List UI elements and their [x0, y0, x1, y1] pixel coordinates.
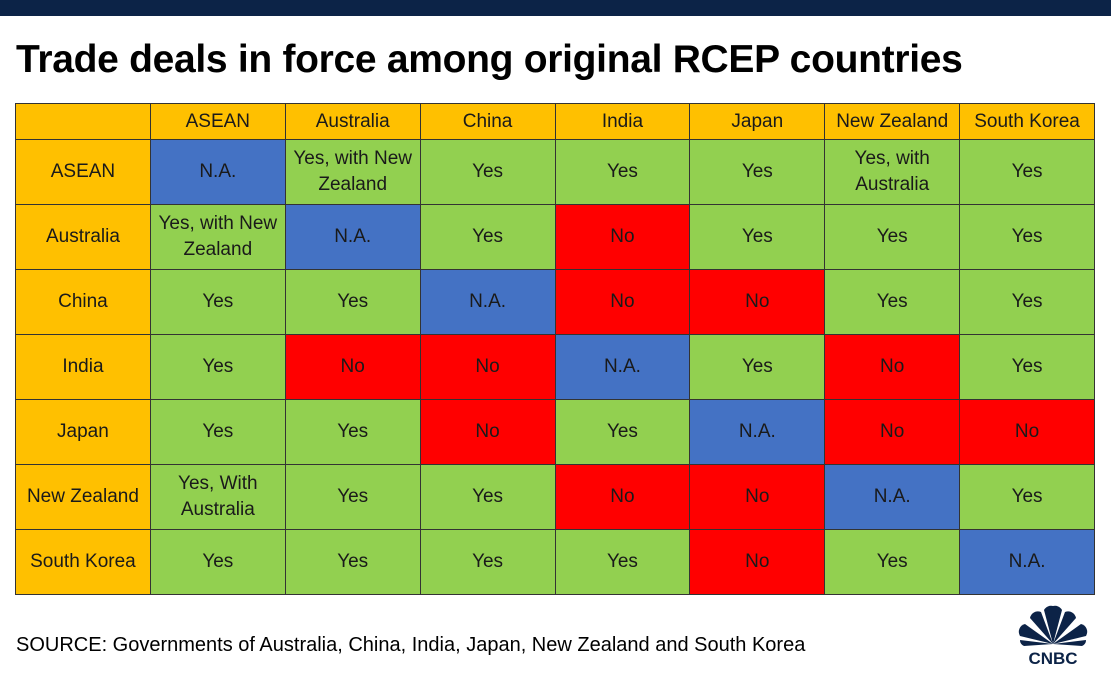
cell: Yes — [419, 204, 556, 270]
cell: Yes, with New Zealand — [149, 204, 286, 270]
row-header: Japan — [15, 399, 151, 465]
cell: Yes — [689, 139, 826, 205]
cell: No — [554, 269, 691, 335]
cell: Yes — [824, 529, 961, 595]
cell: Yes — [554, 529, 691, 595]
cell: Yes — [824, 269, 961, 335]
cell: Yes — [959, 464, 1095, 530]
cell: No — [554, 464, 691, 530]
table-row: South Korea Yes Yes Yes Yes No Yes N.A. — [15, 529, 1095, 595]
cell: Yes — [689, 334, 826, 400]
table-row: Japan Yes Yes No Yes N.A. No No — [15, 399, 1095, 465]
row-header: Australia — [15, 204, 151, 270]
cell: Yes — [824, 204, 961, 270]
cell: No — [959, 399, 1095, 465]
row-header: ASEAN — [15, 139, 151, 205]
cell: Yes — [419, 529, 556, 595]
table-body: ASEAN Australia China India Japan New Zealand… — [15, 103, 1095, 595]
cell: Yes — [554, 399, 691, 465]
table-row: Australia Yes, with New Zealand N.A. Yes No Y… — [15, 204, 1095, 270]
column-header: ASEAN — [149, 103, 286, 140]
cell: Yes — [689, 204, 826, 270]
column-header: Australia — [284, 103, 421, 140]
cell: N.A. — [284, 204, 421, 270]
cell: Yes — [284, 269, 421, 335]
cell: Yes — [149, 334, 286, 400]
cell: Yes — [149, 529, 286, 595]
cell: N.A. — [959, 529, 1095, 595]
peacock — [1018, 605, 1088, 646]
row-header: South Korea — [15, 529, 151, 595]
cell: Yes — [419, 464, 556, 530]
cell: Yes — [959, 139, 1095, 205]
cell: N.A. — [149, 139, 286, 205]
cell: No — [419, 334, 556, 400]
cell: Yes, with New Zealand — [284, 139, 421, 205]
cell: Yes — [149, 399, 286, 465]
cell: N.A. — [689, 399, 826, 465]
cell: Yes — [149, 269, 286, 335]
cell: Yes, With Australia — [149, 464, 286, 530]
table-row: China Yes Yes N.A. No No Yes Yes — [15, 269, 1095, 335]
header-row: ASEAN Australia China India Japan New Zealand… — [15, 103, 1095, 140]
column-header: China — [419, 103, 556, 140]
table-row: New Zealand Yes, With Australia Yes Yes No No… — [15, 464, 1095, 530]
cell: No — [824, 334, 961, 400]
cell: Yes, with Australia — [824, 139, 961, 205]
table: ASEAN Australia China India Japan New Zealand… — [15, 103, 1095, 595]
cell: No — [689, 464, 826, 530]
row-header: China — [15, 269, 151, 335]
cell: Yes — [959, 269, 1095, 335]
source: SOURCE: Governments of Australia, China,… — [16, 634, 806, 656]
row-header: New Zealand — [15, 464, 151, 530]
title: Trade deals in force among original RCEP… — [16, 38, 963, 81]
cell: No — [824, 399, 961, 465]
cell: N.A. — [554, 334, 691, 400]
cell: Yes — [284, 464, 421, 530]
cell: Yes — [284, 529, 421, 595]
table-row: ASEAN N.A. Yes, with New Zealand Yes Yes Yes Y… — [15, 139, 1095, 205]
column-header: Japan — [689, 103, 826, 140]
row-header: India — [15, 334, 151, 400]
cell: Yes — [554, 139, 691, 205]
cell: No — [419, 399, 556, 465]
cell: Yes — [284, 399, 421, 465]
cell: No — [284, 334, 421, 400]
column-header: India — [554, 103, 691, 140]
cell: Yes — [959, 334, 1095, 400]
cell: N.A. — [824, 464, 961, 530]
cell: Yes — [959, 204, 1095, 270]
cell: N.A. — [419, 269, 556, 335]
cell: No — [689, 529, 826, 595]
column-header: New Zealand — [824, 103, 961, 140]
table-row: India Yes No No N.A. Yes No Yes — [15, 334, 1095, 400]
logo-text: CNBC — [1028, 649, 1077, 668]
cell: No — [554, 204, 691, 270]
cell: No — [689, 269, 826, 335]
logo: CNBC — [1018, 605, 1088, 668]
top-bar — [0, 0, 1111, 16]
corner-cell — [15, 103, 151, 140]
cell: Yes — [419, 139, 556, 205]
column-header: South Korea — [959, 103, 1095, 140]
